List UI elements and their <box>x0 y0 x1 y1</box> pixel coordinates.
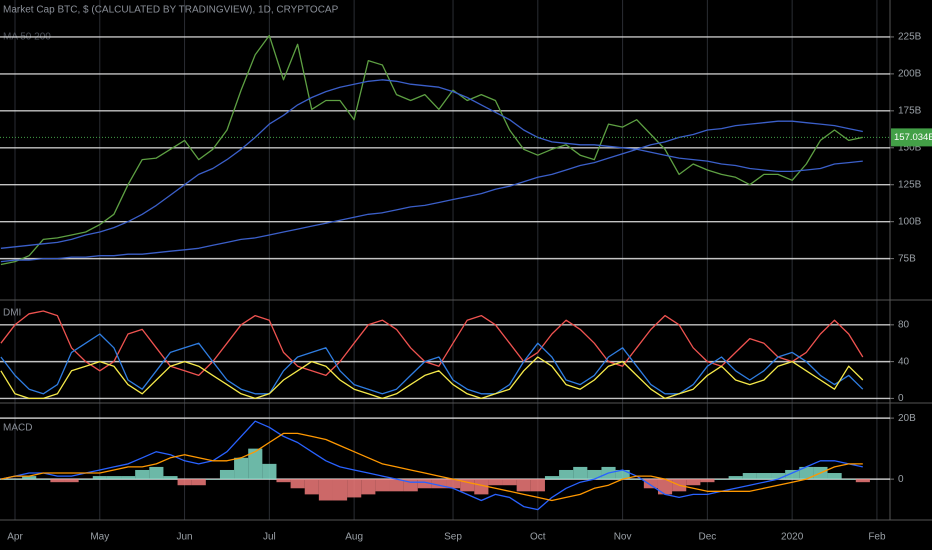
histogram-bar <box>799 466 814 480</box>
histogram-bar <box>544 476 560 480</box>
histogram-bar <box>686 479 701 486</box>
histogram-bar <box>516 479 531 492</box>
x-tick-label: Apr <box>7 532 23 543</box>
histogram-bar <box>262 463 277 480</box>
histogram-bar <box>177 479 192 486</box>
histogram-bar <box>502 479 517 486</box>
histogram-bar <box>615 469 630 480</box>
histogram-bar <box>163 476 178 480</box>
chart-title: Market Cap BTC, $ (CALCULATED BY TRADING… <box>3 5 339 16</box>
histogram-bar <box>827 473 842 480</box>
histogram-bar <box>276 479 291 483</box>
y-tick-label: 225B <box>898 32 922 43</box>
histogram-bar <box>771 473 786 480</box>
histogram-bar <box>50 479 65 483</box>
histogram-bar <box>446 479 461 489</box>
histogram-bar <box>64 479 79 483</box>
histogram-bar <box>714 479 729 480</box>
histogram-bar <box>643 479 658 489</box>
histogram-bar <box>785 469 800 480</box>
y-tick-label: 200B <box>898 69 922 80</box>
pane-title: DMI <box>3 308 21 319</box>
last-value-box <box>891 128 932 147</box>
y-tick-label: 75B <box>898 253 916 264</box>
series-line <box>0 34 863 266</box>
histogram-bar <box>629 479 644 480</box>
histogram-bar <box>728 476 743 480</box>
x-tick-label: Aug <box>345 532 363 543</box>
histogram-bar <box>318 479 333 501</box>
series-line <box>0 356 864 400</box>
histogram-bar <box>742 473 757 480</box>
series-line <box>0 333 864 395</box>
x-tick-label: Feb <box>868 532 886 543</box>
series-line <box>0 79 863 249</box>
histogram-bar <box>375 479 390 492</box>
histogram-bar <box>92 476 107 480</box>
x-tick-label: Jul <box>263 532 276 543</box>
x-tick-label: Oct <box>530 532 546 543</box>
series-line <box>0 420 863 511</box>
histogram-bar <box>121 476 136 480</box>
histogram-bar <box>488 479 503 486</box>
histogram-bar <box>8 479 23 480</box>
histogram-bar <box>361 479 376 495</box>
histogram-bar <box>841 479 856 480</box>
y-tick-label: 0 <box>898 393 904 404</box>
histogram-bar <box>219 469 235 480</box>
histogram-bar <box>657 479 673 495</box>
histogram-bar <box>474 479 489 495</box>
histogram-bar <box>106 476 122 480</box>
y-tick-label: 175B <box>898 105 922 116</box>
histogram-bar <box>460 479 475 492</box>
histogram-bar <box>248 448 263 480</box>
histogram-bar <box>135 469 150 480</box>
histogram-bar <box>36 479 51 480</box>
histogram-bar <box>191 479 206 486</box>
series-line <box>0 432 863 502</box>
y-tick-label: 20B <box>898 413 916 424</box>
x-tick-label: Nov <box>614 532 632 543</box>
histogram-bar <box>234 457 249 480</box>
y-tick-label: 80 <box>898 319 910 330</box>
histogram-bar <box>417 479 432 489</box>
histogram-bar <box>756 473 772 480</box>
y-tick-label: 150B <box>898 142 922 153</box>
x-tick-label: Jun <box>176 532 192 543</box>
y-tick-label: 0 <box>898 474 904 485</box>
histogram-bar <box>304 479 319 495</box>
histogram-bar <box>587 469 602 480</box>
histogram-bar <box>573 466 588 480</box>
histogram-bar <box>530 479 545 492</box>
series-line <box>0 310 864 377</box>
histogram-bar <box>389 479 404 492</box>
histogram-bar <box>149 466 164 480</box>
histogram-bar <box>431 479 447 489</box>
histogram-bar <box>559 469 574 480</box>
histogram-bar <box>855 479 870 483</box>
histogram-bar <box>332 479 348 501</box>
y-tick-label: 125B <box>898 179 922 190</box>
x-tick-label: Dec <box>698 532 716 543</box>
series-line <box>0 120 863 263</box>
histogram-bar <box>0 479 8 480</box>
x-tick-label: May <box>90 532 109 543</box>
histogram-bar <box>700 479 715 483</box>
x-tick-label: 2020 <box>781 532 804 543</box>
pane-title: MACD <box>3 423 32 434</box>
histogram-bar <box>347 479 362 498</box>
y-tick-label: 40 <box>898 356 910 367</box>
histogram-bar <box>22 476 37 480</box>
histogram-bar <box>205 479 220 480</box>
histogram-bar <box>290 479 305 489</box>
x-tick-label: Sep <box>444 532 462 543</box>
last-value-label: 157.034B <box>894 132 932 143</box>
y-tick-label: 100B <box>898 216 922 227</box>
histogram-bar <box>78 479 93 480</box>
